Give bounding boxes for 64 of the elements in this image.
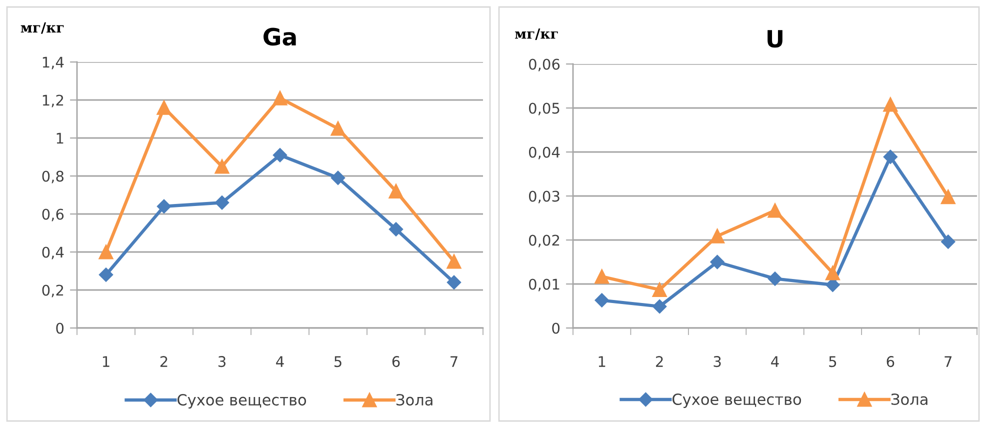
y-tick-label: 1,4 — [42, 56, 64, 70]
point — [272, 90, 288, 106]
point — [156, 100, 172, 115]
legend-label: Сухое вещество — [672, 393, 802, 408]
point — [652, 299, 667, 314]
point — [214, 196, 230, 210]
chart-title: Ga — [264, 28, 296, 46]
x-tick-label: 7 — [450, 356, 458, 367]
point — [98, 268, 114, 282]
legend-label: Сухое вещество — [178, 394, 306, 409]
x-tick-label: 3 — [218, 356, 226, 368]
y-tick-label: 0,04 — [528, 146, 560, 160]
x-tick-label: 5 — [829, 356, 836, 368]
y-tick-label: 0,4 — [42, 246, 64, 260]
x-tick-label: 7 — [944, 356, 952, 367]
x-tick-label: 6 — [392, 356, 400, 368]
point — [98, 244, 114, 260]
legend-label: Зола — [891, 393, 928, 406]
point — [883, 97, 898, 112]
y-tick-label: 0,2 — [42, 284, 64, 298]
x-tick-label: 6 — [886, 356, 894, 368]
point — [446, 254, 462, 269]
x-tick-label: 3 — [714, 356, 721, 368]
x-tick-label: 1 — [102, 356, 110, 367]
y-tick-label: 0,01 — [528, 278, 560, 292]
y-tick-label: 0 — [552, 322, 560, 334]
point — [594, 269, 610, 284]
point — [768, 272, 782, 286]
y-axis-title: мг/кг — [20, 22, 64, 34]
point — [768, 203, 782, 218]
y-tick-label: 1,2 — [42, 94, 64, 108]
point — [710, 254, 724, 270]
point — [388, 222, 404, 236]
y-axis-title: мг/кг — [515, 28, 558, 40]
point — [652, 282, 667, 298]
point — [825, 266, 840, 280]
point — [214, 159, 230, 174]
point — [330, 170, 346, 185]
point — [388, 184, 404, 198]
legend-label: Зола — [396, 394, 432, 406]
y-tick-label: 0 — [56, 322, 64, 334]
point — [446, 275, 462, 290]
point — [941, 234, 956, 249]
point — [272, 148, 288, 162]
x-tick-label: 2 — [656, 356, 663, 367]
point — [940, 190, 956, 204]
y-tick-label: 0,02 — [528, 234, 560, 248]
point — [156, 199, 172, 214]
chart-title: U — [768, 30, 782, 48]
y-tick-label: 0,8 — [42, 170, 64, 184]
x-tick-label: 4 — [276, 356, 284, 367]
y-tick-label: 0,6 — [42, 208, 64, 222]
x-tick-label: 4 — [771, 356, 779, 367]
y-tick-label: 1 — [56, 132, 64, 144]
point — [594, 293, 609, 308]
x-tick-label: 5 — [334, 356, 342, 368]
x-tick-label: 1 — [598, 356, 606, 367]
y-tick-label: 0,06 — [528, 58, 560, 72]
point — [330, 121, 346, 136]
point — [883, 150, 898, 164]
point — [710, 228, 725, 244]
y-tick-label: 0,05 — [528, 102, 560, 116]
y-tick-label: 0,03 — [528, 190, 560, 204]
x-tick-label: 2 — [160, 356, 168, 367]
